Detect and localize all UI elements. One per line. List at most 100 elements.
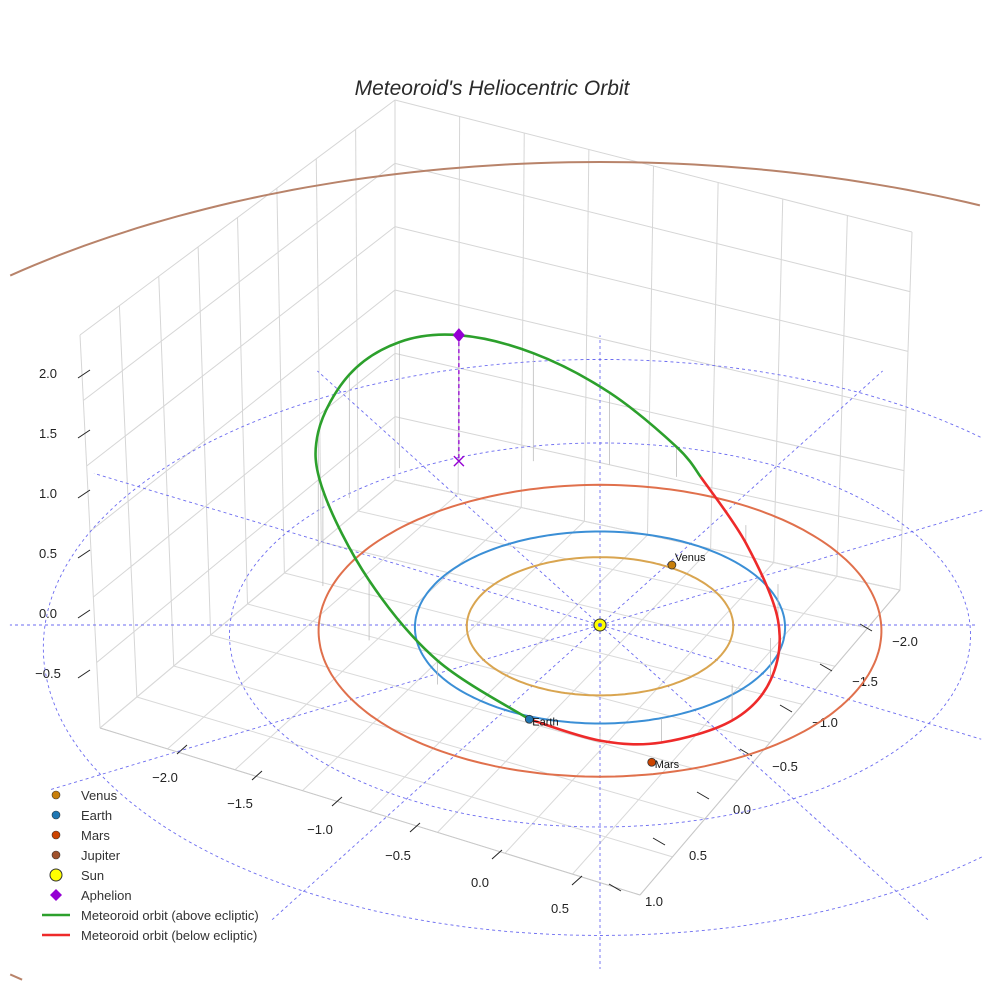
z-tick-mark bbox=[77, 549, 91, 559]
legend[interactable]: Venus Earth Mars Jupiter Sun Aphelion Meteoroi… bbox=[42, 788, 259, 943]
legend-label: Earth bbox=[81, 808, 112, 823]
z-tick-mark bbox=[77, 429, 91, 439]
y-tick-label: 0.0 bbox=[733, 802, 751, 817]
x-tick-label: −2.0 bbox=[152, 770, 178, 785]
radial-line bbox=[317, 370, 601, 626]
axis-grid bbox=[79, 99, 913, 896]
meteoroid-orbit bbox=[314, 333, 781, 746]
legend-label: Meteoroid orbit (below ecliptic) bbox=[81, 928, 257, 943]
reference-ring bbox=[42, 359, 982, 936]
x-tick-label: −1.5 bbox=[227, 796, 253, 811]
z-tick-label: 2.0 bbox=[39, 366, 57, 381]
y-tick-mark bbox=[859, 623, 873, 632]
y-tick-label: 1.0 bbox=[645, 894, 663, 909]
legend-label: Meteoroid orbit (above ecliptic) bbox=[81, 908, 259, 923]
z-tick-label: 0.5 bbox=[39, 546, 57, 561]
z-tick-label: 1.0 bbox=[39, 486, 57, 501]
jupiter-orbit bbox=[9, 160, 981, 981]
aphelion-projection-x-icon bbox=[453, 455, 465, 467]
venus-orbit bbox=[465, 556, 735, 697]
y-tick-mark bbox=[696, 791, 710, 800]
sun-center-dot bbox=[598, 623, 602, 627]
drop-lines bbox=[317, 335, 779, 743]
earth-orbit bbox=[413, 530, 787, 725]
wall-gridline bbox=[276, 188, 285, 574]
axis-ticks: −2.0−1.5−1.0−0.50.00.5−2.0−1.5−1.0−0.50.… bbox=[35, 366, 918, 916]
mars-orbit bbox=[317, 483, 883, 778]
radial-line bbox=[599, 624, 929, 921]
radial-line bbox=[93, 472, 601, 626]
z-tick-mark bbox=[77, 669, 91, 679]
aphelion-marker bbox=[452, 328, 465, 343]
wall-gridline bbox=[118, 305, 138, 698]
x-tick-mark bbox=[571, 875, 583, 886]
legend-item[interactable]: Meteoroid orbit (above ecliptic) bbox=[42, 908, 259, 923]
earth-label: Earth bbox=[532, 716, 558, 728]
floor-gridline bbox=[284, 572, 803, 705]
wall-gridline bbox=[583, 149, 590, 522]
z-tick-mark bbox=[77, 609, 91, 619]
legend-item[interactable]: Mars bbox=[51, 828, 110, 843]
legend-item[interactable]: Aphelion bbox=[50, 888, 132, 903]
x-tick-mark bbox=[251, 770, 263, 781]
mars-marker bbox=[647, 757, 657, 767]
z-tick-label: 0.0 bbox=[39, 606, 57, 621]
legend-dot-icon bbox=[51, 850, 61, 860]
y-axis-line bbox=[639, 589, 901, 896]
legend-sun-icon bbox=[49, 868, 63, 882]
x-tick-mark bbox=[491, 849, 503, 860]
y-tick-mark bbox=[652, 837, 666, 846]
legend-item[interactable]: Meteoroid orbit (below ecliptic) bbox=[42, 928, 257, 943]
legend-diamond-icon bbox=[50, 889, 62, 901]
legend-dot-icon bbox=[51, 830, 61, 840]
y-tick-mark bbox=[819, 663, 833, 672]
radial-line bbox=[271, 624, 601, 921]
earth-marker bbox=[524, 714, 534, 724]
ecliptic-reference-grid bbox=[9, 335, 984, 969]
y-tick-label: −2.0 bbox=[892, 634, 918, 649]
legend-dot-icon bbox=[51, 810, 61, 820]
meteoroid-orbit-above bbox=[314, 333, 702, 721]
legend-label: Aphelion bbox=[81, 888, 132, 903]
wall-gridline bbox=[647, 165, 654, 536]
floor-gridline bbox=[321, 541, 836, 667]
legend-item[interactable]: Jupiter bbox=[51, 848, 121, 863]
venus-label: Venus bbox=[675, 552, 706, 564]
wall-gridline bbox=[158, 276, 175, 667]
z-tick-mark bbox=[77, 369, 91, 379]
wall-gridline bbox=[836, 215, 848, 577]
wall-gridline bbox=[520, 132, 525, 508]
z-tick-label: −0.5 bbox=[35, 666, 61, 681]
x-tick-label: 0.0 bbox=[471, 875, 489, 890]
x-tick-label: −1.0 bbox=[307, 822, 333, 837]
x-tick-label: −0.5 bbox=[385, 848, 411, 863]
meteoroid-orbit-below bbox=[528, 476, 781, 746]
wall-gridline bbox=[899, 231, 913, 591]
x-axis-line bbox=[99, 727, 641, 896]
mars-label: Mars bbox=[655, 759, 680, 771]
legend-item[interactable]: Sun bbox=[49, 868, 104, 883]
wall-gridline bbox=[457, 116, 461, 494]
x-tick-mark bbox=[331, 796, 343, 807]
floor-gridline bbox=[437, 548, 711, 833]
legend-item[interactable]: Venus bbox=[51, 788, 118, 803]
venus-marker bbox=[667, 560, 677, 570]
z-tick-mark bbox=[77, 489, 91, 499]
wall-gridline bbox=[355, 129, 359, 512]
radial-line bbox=[599, 509, 984, 626]
legend-label: Sun bbox=[81, 868, 104, 883]
floor-gridline bbox=[358, 510, 868, 629]
x-tick-mark bbox=[409, 822, 421, 833]
y-tick-label: 0.5 bbox=[689, 848, 707, 863]
x-tick-label: 0.5 bbox=[551, 901, 569, 916]
y-tick-mark bbox=[779, 704, 793, 713]
wall-gridline bbox=[237, 217, 248, 605]
z-tick-label: 1.5 bbox=[39, 426, 57, 441]
chart-title: Meteoroid's Heliocentric Orbit bbox=[355, 77, 631, 100]
floor-gridline bbox=[369, 534, 648, 812]
y-tick-label: −1.0 bbox=[812, 715, 838, 730]
y-tick-label: −0.5 bbox=[772, 759, 798, 774]
radial-line bbox=[48, 624, 601, 791]
legend-item[interactable]: Earth bbox=[51, 808, 112, 823]
